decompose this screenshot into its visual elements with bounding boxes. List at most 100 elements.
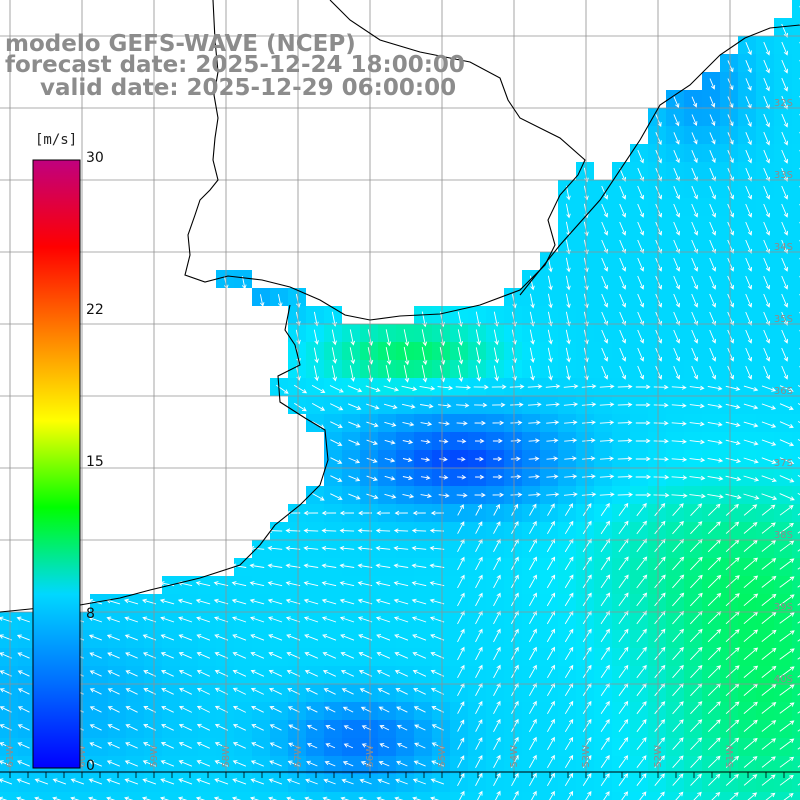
wind-arrow: [125, 724, 138, 731]
wind-arrow: [413, 760, 426, 767]
colorbar-tick-0: 0: [86, 758, 95, 774]
wind-arrow: [385, 329, 392, 347]
wind-arrow: [125, 688, 138, 695]
wind-arrow: [763, 41, 770, 56]
wind-arrow: [671, 421, 687, 426]
wind-arrow: [763, 365, 771, 380]
wind-arrow: [671, 385, 687, 390]
wind-arrow: [547, 718, 555, 733]
wind-arrow: [582, 664, 592, 679]
wind-arrow: [231, 581, 247, 587]
wind-arrow: [420, 439, 431, 444]
wind-arrow: [763, 329, 771, 344]
wind-arrow: [709, 203, 717, 218]
wind-arrow: [601, 365, 609, 380]
wind-arrow: [396, 760, 408, 767]
wind-arrow: [303, 598, 319, 605]
wind-arrow: [303, 581, 319, 587]
wind-arrow: [125, 652, 138, 659]
wind-arrow: [673, 239, 681, 254]
wind-arrow: [177, 598, 193, 605]
wind-arrow: [745, 293, 753, 308]
wind-arrow: [745, 257, 753, 272]
wind-arrow: [529, 682, 537, 697]
wind-arrow: [457, 719, 465, 732]
wind-arrow: [637, 329, 645, 344]
wind-speed-cell: [792, 396, 800, 414]
wind-arrow: [781, 311, 789, 326]
wind-arrow: [196, 741, 210, 749]
wind-arrow: [709, 132, 716, 145]
wind-arrow: [251, 724, 264, 731]
wind-arrow: [564, 736, 574, 751]
wind-arrow: [565, 275, 571, 291]
wind-arrow: [88, 634, 102, 641]
wind-arrow: [564, 474, 578, 479]
wind-arrow: [348, 493, 361, 500]
wind-arrow: [599, 402, 615, 407]
wind-speed-cell: [504, 792, 522, 800]
wind-arrow: [709, 167, 716, 182]
wind-arrow: [412, 510, 426, 516]
wind-arrow: [232, 651, 247, 659]
wind-arrow: [330, 475, 343, 482]
wind-arrow: [393, 563, 409, 569]
wind-arrow: [708, 773, 721, 786]
wind-arrow: [321, 510, 337, 516]
wind-arrow: [747, 792, 758, 800]
wind-arrow: [322, 651, 337, 659]
wind-speed-cell: [18, 792, 36, 800]
wind-arrow: [763, 167, 771, 182]
wind-arrow: [196, 760, 211, 767]
wind-arrow: [475, 754, 483, 769]
wind-arrow: [178, 723, 192, 731]
wind-arrow: [321, 581, 337, 587]
wind-arrow: [366, 457, 378, 463]
wind-arrow: [564, 592, 574, 607]
wind-arrow: [402, 439, 414, 445]
wind-arrow: [107, 742, 120, 749]
wind-arrow: [330, 439, 343, 446]
wind-arrow: [438, 421, 450, 426]
wind-arrow: [781, 95, 788, 110]
wind-arrow: [401, 385, 418, 392]
wind-arrow: [675, 791, 684, 800]
wind-arrow: [493, 700, 501, 715]
wind-arrow: [691, 203, 699, 218]
wind-arrow: [412, 634, 427, 641]
wind-arrow: [313, 311, 319, 327]
wind-arrow: [763, 77, 770, 92]
wind-arrow: [547, 311, 553, 327]
wind-arrow: [672, 628, 685, 643]
wind-arrow: [763, 59, 770, 74]
wind-arrow: [322, 634, 337, 641]
wind-arrow: [691, 329, 699, 344]
wind-arrow: [781, 113, 788, 128]
wind-speed-cell: [792, 18, 800, 36]
wind-arrow: [727, 293, 735, 308]
wind-arrow: [619, 329, 627, 344]
wind-arrow: [475, 592, 483, 607]
wind-arrow: [727, 150, 734, 164]
wind-arrow: [377, 688, 390, 695]
wind-speed-cell: [792, 630, 800, 648]
wind-arrow: [725, 575, 740, 589]
wind-arrow: [393, 528, 409, 533]
wind-arrow: [304, 669, 318, 677]
wind-arrow: [673, 203, 681, 218]
wind-arrow: [475, 646, 483, 661]
wind-arrow: [124, 778, 139, 785]
wind-speed-cell: [684, 792, 702, 800]
wind-arrow: [689, 628, 703, 643]
wind-arrow: [761, 593, 777, 606]
wind-arrow: [709, 257, 717, 272]
wind-arrow: [474, 492, 486, 498]
wind-arrow: [511, 538, 519, 553]
wind-arrow: [475, 574, 483, 589]
colorbar: [32, 159, 81, 769]
latitude-label: 32S: [774, 98, 793, 109]
wind-arrow: [475, 503, 482, 516]
wind-speed-cell: [792, 126, 800, 144]
wind-arrow: [709, 96, 716, 108]
wind-arrow: [582, 628, 592, 643]
